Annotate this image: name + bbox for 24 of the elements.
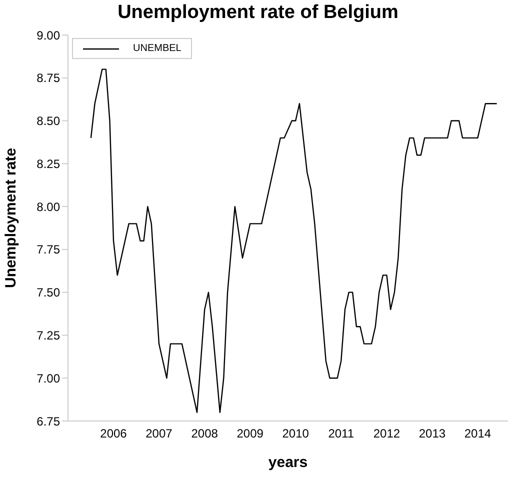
y-tick-label: 7.00 — [36, 371, 60, 386]
x-tick-label: 2006 — [100, 426, 128, 441]
y-tick-label: 8.00 — [36, 200, 60, 214]
x-tick-label: 2011 — [328, 426, 354, 441]
y-tick-label: 7.75 — [36, 242, 60, 257]
line-series — [90, 68, 498, 414]
y-axis-title: Unemployment rate — [2, 148, 20, 288]
y-tick-label: 8.75 — [36, 71, 60, 86]
x-tick-label: 2009 — [236, 426, 264, 441]
y-tick-label: 7.50 — [36, 286, 60, 300]
x-tick-label: 2014 — [464, 426, 492, 441]
x-axis-title: years — [268, 454, 308, 471]
chart-title: Unemployment rate of Belgium — [116, 2, 400, 24]
x-tick-label: 2012 — [373, 426, 400, 441]
x-tick-label: 2010 — [282, 426, 310, 441]
x-tick-label: 2007 — [146, 426, 173, 441]
y-tick-label: 6.75 — [36, 414, 60, 428]
legend-label: UNEMBEL — [133, 43, 182, 54]
y-tick-label: 8.50 — [36, 114, 60, 128]
y-tick-label: 9.00 — [36, 28, 60, 42]
y-tick-label: 8.25 — [36, 156, 60, 171]
x-tick-label: 2013 — [418, 426, 446, 441]
y-tick-label: 7.25 — [36, 328, 60, 342]
x-tick-label: 2008 — [191, 426, 218, 441]
